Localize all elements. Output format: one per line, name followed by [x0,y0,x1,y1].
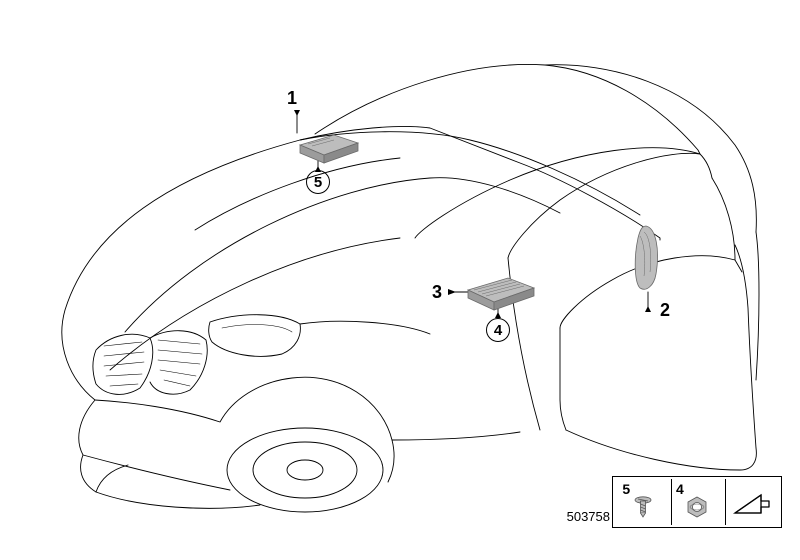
direction-arrow-icon [731,489,771,519]
legend-num-5: 5 [622,481,630,497]
hardware-legend: 5 4 [612,476,782,528]
callout-5: 5 [306,170,330,194]
legend-cell-screw: 5 [618,479,668,525]
callout-4: 4 [486,318,510,342]
screw-icon [628,494,658,520]
part-windshield-sensor [294,110,358,163]
legend-cell-arrow [725,479,776,525]
callout-2: 2 [660,300,670,321]
diagram-stage: 1 2 3 4 5 5 4 [0,0,800,560]
callout-3: 3 [432,282,442,303]
diagram-id: 503758 [567,509,610,524]
legend-num-4: 4 [676,481,684,497]
legend-cell-nut: 4 [671,479,722,525]
part-bpillar-sensor [635,226,657,289]
nut-icon [682,494,712,520]
part-tunnel-sensor [448,278,534,310]
callout-1: 1 [287,88,297,109]
